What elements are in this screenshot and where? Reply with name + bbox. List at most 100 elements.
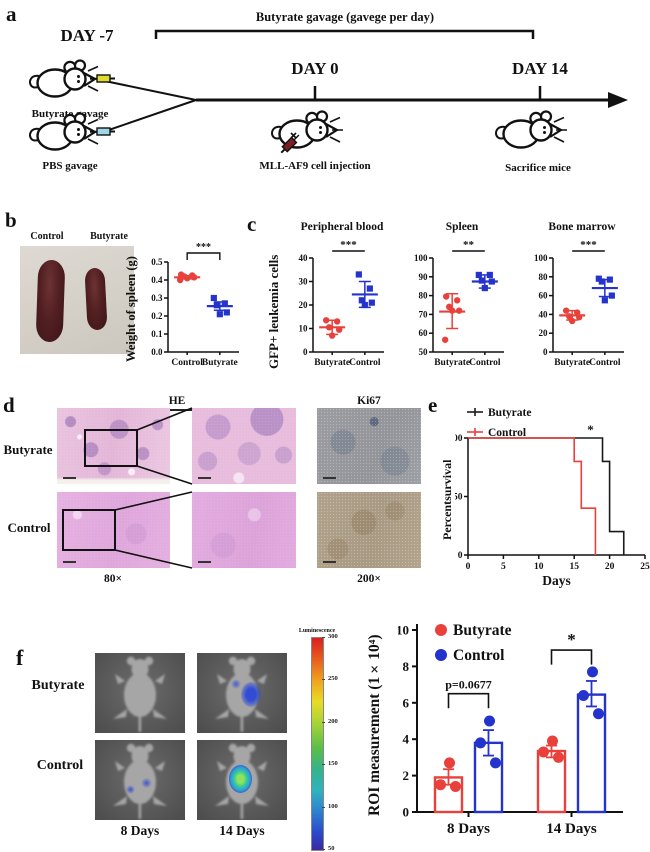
- mouse-image-butyrate-14-days: [197, 653, 287, 733]
- he-control-image: [57, 492, 170, 568]
- day14-label: DAY 14: [512, 59, 568, 78]
- svg-text:Control: Control: [488, 427, 526, 439]
- mouse-image-control-14-days: [197, 740, 287, 820]
- svg-text:0.4: 0.4: [151, 275, 163, 285]
- svg-text:10: 10: [398, 623, 409, 638]
- svg-text:2: 2: [403, 768, 410, 783]
- spleen-photo: [20, 246, 134, 354]
- f-row-label-control: Control: [36, 758, 84, 773]
- svg-text:Days: Days: [542, 573, 571, 588]
- luminescence-colorbar: [311, 637, 324, 851]
- panel-a-label: a: [6, 2, 17, 26]
- colorbar-tick-label: 50: [328, 845, 335, 852]
- svg-text:0: 0: [403, 805, 410, 820]
- svg-text:100: 100: [414, 253, 428, 263]
- svg-text:0.1: 0.1: [151, 329, 163, 339]
- svg-text:0: 0: [543, 347, 548, 357]
- ki67-butyrate-image: [317, 408, 421, 484]
- svg-text:0: 0: [458, 551, 463, 561]
- svg-text:Butyrate: Butyrate: [314, 358, 350, 368]
- svg-text:80: 80: [539, 272, 549, 282]
- f-col-label-8days: 8 Days: [120, 823, 160, 838]
- f-col-label-14days: 14 Days: [219, 823, 265, 838]
- luminescence-signal: [231, 679, 261, 707]
- chart-c3-title: Bone marrow: [548, 221, 616, 233]
- svg-text:0.2: 0.2: [151, 311, 163, 321]
- pbs-syringe-icon: [90, 127, 115, 136]
- svg-text:15: 15: [569, 562, 579, 572]
- panel-d-label: d: [3, 393, 15, 417]
- d-row-label-control: Control: [7, 520, 51, 535]
- luminescence-signal: [229, 765, 252, 793]
- svg-text:50: 50: [455, 493, 463, 503]
- svg-text:20: 20: [539, 328, 549, 338]
- svg-text:0.3: 0.3: [151, 293, 163, 303]
- spleen-control-image: [35, 259, 66, 343]
- mouse-image-butyrate-8-days: [95, 653, 185, 733]
- svg-text:8 Days: 8 Days: [447, 821, 490, 837]
- svg-text:***: ***: [196, 242, 211, 253]
- spleen-photo-control-label: Control: [30, 231, 64, 242]
- svg-text:0: 0: [303, 347, 308, 357]
- panel-c-label: c: [247, 212, 257, 236]
- colorbar-tick-label: 200: [328, 717, 338, 725]
- svg-text:0.0: 0.0: [151, 347, 163, 357]
- pbs-gavage-caption: PBS gavage: [42, 160, 98, 172]
- svg-text:Butyrate: Butyrate: [488, 407, 531, 419]
- svg-text:60: 60: [539, 291, 549, 301]
- svg-text:***: ***: [580, 239, 597, 251]
- svg-text:*: *: [587, 422, 594, 437]
- svg-text:10: 10: [299, 324, 309, 334]
- sacrifice-mouse-icon: [494, 110, 569, 149]
- svg-text:20: 20: [605, 562, 615, 572]
- injection-site-mark: [290, 132, 297, 139]
- ki67-header: Ki67: [357, 395, 381, 407]
- roi-chart: 0 2 4 6 8 10 Butyrate Control 8 Days 14 Days p=0.0…: [398, 622, 623, 837]
- mll-injection-caption: MLL-AF9 cell injection: [259, 160, 371, 172]
- day-minus7-label: DAY -7: [60, 26, 114, 45]
- svg-text:**: **: [463, 239, 475, 251]
- svg-text:8: 8: [403, 659, 410, 674]
- timeline-diagram-svg: [28, 29, 628, 154]
- panel-f-label: f: [16, 645, 24, 670]
- svg-text:14 Days: 14 Days: [546, 821, 597, 837]
- colorbar-tick-label: 250: [328, 675, 338, 683]
- timeline-arrowhead-icon: [608, 92, 628, 108]
- svg-text:25: 25: [640, 562, 650, 572]
- svg-text:90: 90: [419, 272, 429, 282]
- he-control-zoom-image: [192, 492, 296, 568]
- svg-text:50: 50: [419, 347, 429, 357]
- svg-text:80: 80: [419, 291, 429, 301]
- survival-chart: 0 50 100 0 5 10 15 20 25 Days Butyrate Control *: [455, 407, 650, 588]
- he-butyrate-zoom-image: [192, 408, 296, 484]
- panel-e-label: e: [428, 393, 438, 417]
- gavage-duration-bracket: [154, 29, 535, 39]
- svg-text:20: 20: [299, 300, 309, 310]
- svg-text:60: 60: [419, 328, 429, 338]
- spleen-photo-butyrate-label: Butyrate: [90, 231, 128, 242]
- chart-c2-title: Spleen: [445, 221, 479, 233]
- mll-injection-syringe-icon: [280, 134, 300, 154]
- svg-text:Butyrate: Butyrate: [453, 622, 512, 639]
- gfp-ylabel: GFP+ leukemia cells: [266, 254, 281, 370]
- svg-text:40: 40: [299, 253, 309, 263]
- colorbar-tick-label: 100: [328, 802, 338, 810]
- gavage-bracket-title: Butyrate gavage (gavege per day): [255, 10, 435, 24]
- svg-text:30: 30: [299, 277, 309, 287]
- roi-ylabel: ROI measurement (1×10⁴): [366, 634, 383, 817]
- svg-text:100: 100: [534, 253, 548, 263]
- spleen-butyrate-image: [84, 267, 108, 331]
- svg-text:Control: Control: [469, 358, 501, 368]
- svg-text:0.5: 0.5: [151, 257, 163, 267]
- svg-text:5: 5: [501, 562, 506, 572]
- he-butyrate-image: [57, 408, 170, 484]
- luminescence-signal: [126, 778, 152, 794]
- svg-text:Butyrate: Butyrate: [434, 358, 470, 368]
- chart-c1-title: Peripheral blood: [300, 221, 384, 233]
- day0-label: DAY 0: [291, 59, 339, 78]
- svg-text:Control: Control: [453, 647, 505, 664]
